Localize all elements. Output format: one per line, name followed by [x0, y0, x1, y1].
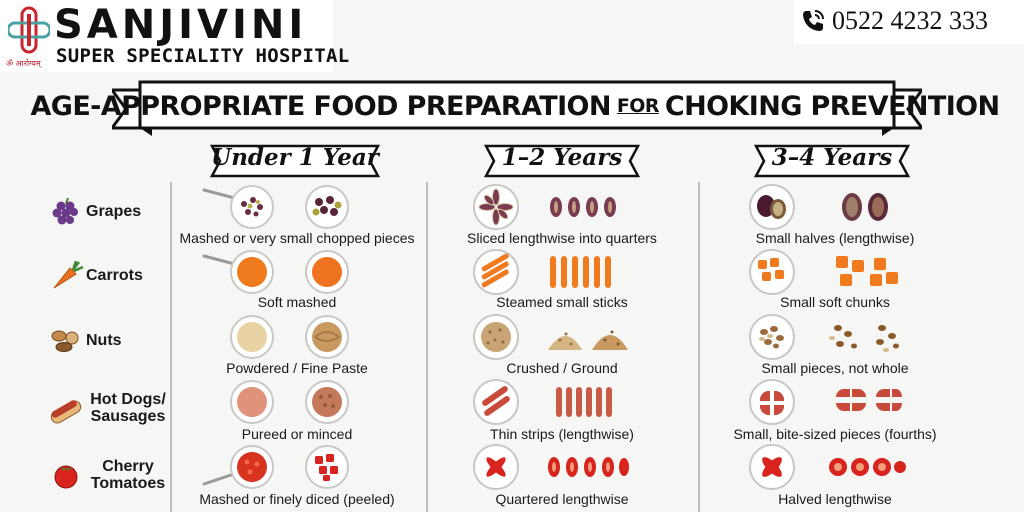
- food-name: Nuts: [86, 331, 122, 349]
- caption: Halved lengthwise: [778, 491, 892, 507]
- column-divider: [426, 182, 428, 512]
- caption: Quartered lengthwise: [495, 491, 629, 507]
- medical-cross-icon: [8, 6, 50, 54]
- column-divider: [698, 182, 700, 512]
- tomatoes-1-2-illustration: [473, 444, 629, 490]
- caption: Pureed or minced: [241, 426, 353, 442]
- caption: Small pieces, not whole: [761, 360, 909, 376]
- column-header-under-1: Under 1 Year: [210, 144, 380, 178]
- hospital-name: SANJIVINI: [54, 2, 308, 48]
- carrot-icon: [53, 260, 84, 289]
- title-left: AGE-APPROPRIATE FOOD PREPARATION: [30, 90, 611, 122]
- hospital-subtitle: SUPER SPECIALITY HOSPITAL: [56, 45, 350, 67]
- caption: Soft mashed: [257, 294, 337, 310]
- caption: Small soft chunks: [780, 294, 890, 310]
- nuts-1-2-illustration: [473, 314, 628, 360]
- row-label-hotdogs: Hot Dogs/ Sausages: [46, 388, 170, 428]
- title-for: FOR: [616, 95, 660, 117]
- tomato-icon: [54, 465, 78, 489]
- column-label: Under 1 Year: [211, 144, 379, 171]
- tomatoes-under-1-illustration: [202, 445, 349, 489]
- column-divider: [170, 182, 172, 512]
- caption: Mashed or finely diced (peeled): [199, 491, 395, 507]
- page-title: AGE-APPROPRIATE FOOD PREPARATION FOR CHO…: [30, 86, 1000, 126]
- hospital-logo: SANJIVINI SUPER SPECIALITY HOSPITAL ॐ आर…: [0, 0, 349, 72]
- column-header-3-4: 3–4 Years: [754, 144, 910, 178]
- caption: Small halves (lengthwise): [755, 230, 915, 246]
- phone-contact[interactable]: 0522 4232 333: [794, 0, 1024, 44]
- food-name: Grapes: [86, 202, 142, 220]
- caption: Thin strips (lengthwise): [490, 426, 634, 442]
- carrots-1-2-illustration: [473, 249, 611, 295]
- row-label-nuts: Nuts: [46, 323, 170, 357]
- header-ribbon: [210, 144, 380, 178]
- nuts-icon: [51, 330, 79, 352]
- food-name: Carrots: [86, 266, 143, 284]
- caption: Steamed small sticks: [496, 294, 628, 310]
- hotdogs-1-2-illustration: [473, 379, 612, 425]
- hotdogs-3-4-illustration: [749, 379, 902, 425]
- phone-icon: [803, 10, 824, 31]
- grapes-under-1-illustration: [202, 185, 349, 229]
- title-ribbon: [112, 80, 922, 136]
- grapes-icon: [52, 197, 78, 225]
- caption: Crushed / Ground: [506, 360, 618, 376]
- carrots-3-4-illustration: [749, 249, 898, 295]
- row-label-carrots: Carrots: [46, 258, 170, 292]
- tomatoes-3-4-illustration: [749, 444, 906, 490]
- caption: Powdered / Fine Paste: [226, 360, 368, 376]
- caption: Sliced lengthwise into quarters: [467, 230, 657, 246]
- hospital-tagline: ॐ आरोग्यम्: [6, 59, 41, 68]
- row-label-grapes: Grapes: [46, 194, 170, 228]
- food-name: Hot Dogs/ Sausages: [90, 391, 166, 425]
- row-label-tomatoes: Cherry Tomatoes: [46, 455, 170, 495]
- column-header-1-2: 1–2 Years: [484, 144, 640, 178]
- header-ribbon: [484, 144, 640, 178]
- caption: Mashed or very small chopped pieces: [179, 230, 415, 246]
- sausage-icon: [50, 400, 82, 424]
- header-ribbon: [754, 144, 910, 178]
- nuts-under-1-illustration: [230, 315, 349, 359]
- grapes-3-4-illustration: [749, 184, 888, 230]
- caption: Small, bite-sized pieces (fourths): [733, 426, 937, 442]
- column-label: 1–2 Years: [501, 144, 623, 171]
- phone-number: 0522 4232 333: [832, 6, 988, 35]
- column-label: 3–4 Years: [771, 144, 893, 171]
- nuts-3-4-illustration: [749, 314, 899, 360]
- food-name: Cherry Tomatoes: [90, 458, 166, 492]
- title-right: CHOKING PREVENTION: [664, 90, 1000, 122]
- carrots-under-1-illustration: [202, 250, 349, 294]
- grapes-1-2-illustration: [473, 184, 616, 230]
- hotdogs-under-1-illustration: [230, 380, 349, 424]
